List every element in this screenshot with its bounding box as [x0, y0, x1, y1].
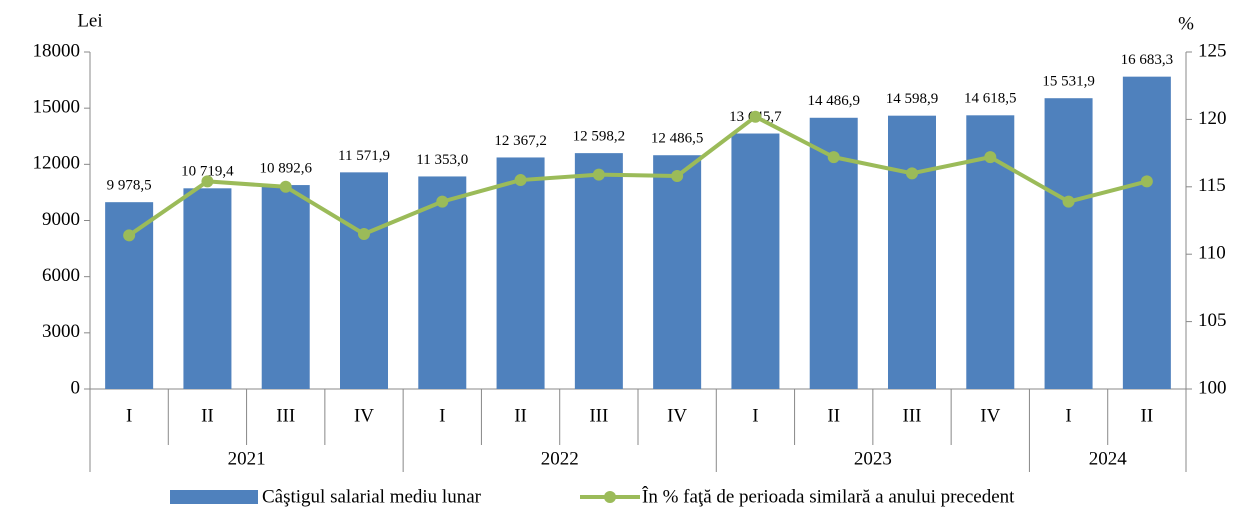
x-tick-label: III: [903, 405, 922, 426]
y-tick-label: 12000: [33, 153, 81, 174]
value-label: 10 892,6: [259, 161, 312, 177]
bar: [574, 153, 623, 389]
x-tick-label: II: [514, 405, 527, 426]
line: [128, 114, 1148, 237]
value-label: 14 486,9: [807, 93, 860, 109]
y2-tick-label: 105: [1198, 310, 1227, 331]
value-label: 14 618,5: [964, 91, 1017, 107]
year-label: 2022: [541, 448, 579, 469]
y-tick-label: 9000: [42, 209, 80, 230]
y-tick-label: 3000: [42, 321, 80, 342]
legend-marker: [604, 491, 616, 503]
y2-tick-label: 120: [1198, 108, 1227, 129]
x-tick-label: IV: [980, 405, 1000, 426]
x-tick-label: II: [1141, 405, 1154, 426]
y2-tick-label: 115: [1198, 175, 1226, 196]
legend-label: Câştigul salarial mediu lunar: [262, 486, 482, 507]
value-label: 11 571,9: [338, 148, 390, 164]
y-axis-label: Lei: [77, 10, 102, 31]
bar: [1122, 76, 1171, 389]
value-label: 16 683,3: [1121, 52, 1174, 68]
bar: [340, 172, 388, 389]
value-label: 15 531,9: [1042, 74, 1095, 90]
line-marker: [123, 229, 136, 242]
bar: [888, 115, 936, 389]
bar: [496, 157, 545, 389]
bar: [731, 133, 780, 389]
bar: [183, 188, 232, 389]
y2-axis-label: %: [1178, 13, 1194, 34]
line-marker: [1140, 175, 1153, 188]
year-label: 2024: [1089, 448, 1128, 469]
bar: [1044, 98, 1093, 389]
line-marker: [592, 168, 605, 181]
y2-tick-label: 110: [1198, 243, 1226, 264]
bar: [653, 155, 702, 389]
value-label: 14 598,9: [886, 91, 939, 107]
bar: [418, 176, 467, 389]
x-tick-label: I: [126, 405, 132, 426]
value-label: 10 719,4: [181, 164, 234, 180]
line-marker: [358, 227, 370, 240]
year-label: 2021: [228, 448, 266, 469]
line-marker: [201, 175, 214, 188]
x-tick-label: III: [276, 405, 295, 426]
value-label: 12 486,5: [651, 131, 704, 147]
y-tick-label: 0: [71, 377, 81, 398]
x-tick-label: III: [589, 405, 608, 426]
line-marker: [1062, 195, 1075, 208]
value-label: 9 978,5: [107, 178, 152, 194]
line-marker: [906, 167, 918, 180]
y-tick-label: 6000: [42, 265, 80, 286]
year-label: 2023: [854, 448, 892, 469]
x-tick-label: IV: [354, 405, 374, 426]
y2-tick-label: 100: [1198, 377, 1227, 398]
line-marker: [436, 195, 449, 208]
line-marker: [749, 110, 762, 123]
line-marker: [279, 180, 292, 193]
x-tick-label: IV: [667, 405, 687, 426]
value-label: 12 367,2: [494, 133, 547, 149]
line-marker: [984, 151, 997, 164]
y-tick-label: 15000: [33, 97, 81, 118]
legend-swatch: [170, 490, 258, 504]
y-tick-label: 18000: [33, 40, 81, 61]
value-label: 12 598,2: [573, 129, 626, 145]
x-tick-label: I: [1065, 405, 1071, 426]
line-marker: [514, 174, 527, 187]
x-tick-label: II: [827, 405, 840, 426]
x-tick-label: I: [439, 405, 445, 426]
line-marker: [827, 151, 840, 164]
bar: [261, 185, 310, 389]
x-tick-label: II: [201, 405, 214, 426]
y2-tick-label: 125: [1198, 40, 1227, 61]
x-tick-label: I: [752, 405, 758, 426]
line-marker: [671, 170, 684, 183]
value-label: 11 353,0: [416, 152, 468, 168]
legend-label: În % faţă de perioada similară a anului …: [642, 485, 1015, 507]
